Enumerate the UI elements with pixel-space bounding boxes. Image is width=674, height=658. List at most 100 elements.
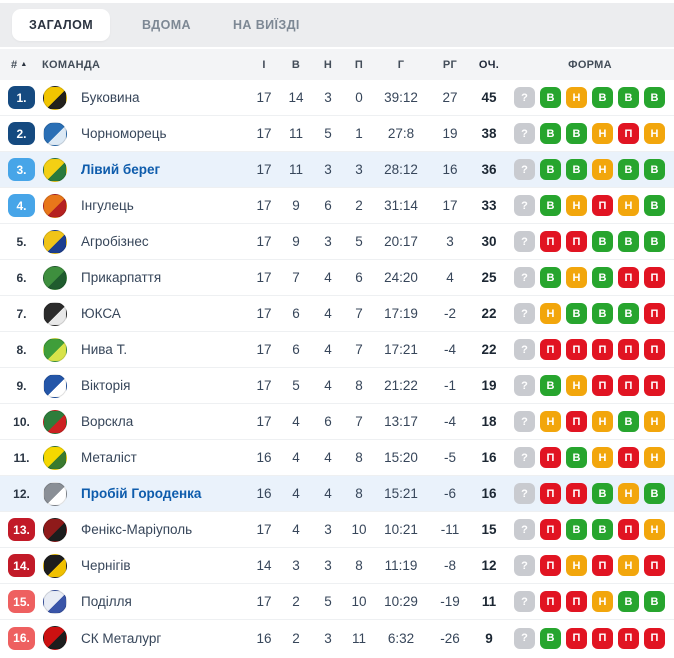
form-result-icon[interactable]: П [540, 591, 561, 612]
form-result-icon[interactable]: П [540, 519, 561, 540]
team-name[interactable]: Фенікс-Маріуполь [81, 522, 193, 537]
form-result-icon[interactable]: Н [592, 411, 613, 432]
form-upcoming-icon[interactable]: ? [514, 303, 535, 324]
form-result-icon[interactable]: Н [644, 447, 665, 468]
form-result-icon[interactable]: Н [644, 123, 665, 144]
table-row[interactable]: 14. Чернігів 14 3 3 8 11:19 -8 12? П Н П Н П [0, 548, 674, 584]
table-row[interactable]: 16. СК Металург 16 2 3 11 6:32 -26 9? В П П П П [0, 620, 674, 656]
form-result-icon[interactable]: В [540, 87, 561, 108]
form-upcoming-icon[interactable]: ? [514, 555, 535, 576]
form-result-icon[interactable]: П [566, 591, 587, 612]
form-result-icon[interactable]: Н [592, 159, 613, 180]
table-row[interactable]: 6. Прикарпаття 17 7 4 6 24:20 4 25? В Н В П П [0, 260, 674, 296]
table-row[interactable]: 15. Поділля 17 2 5 10 10:29 -19 11? П П Н В В [0, 584, 674, 620]
form-upcoming-icon[interactable]: ? [514, 87, 535, 108]
form-result-icon[interactable]: В [592, 303, 613, 324]
header-goal-diff[interactable]: РГ [442, 58, 458, 71]
form-result-icon[interactable]: Н [540, 411, 561, 432]
form-result-icon[interactable]: П [566, 627, 587, 649]
table-row[interactable]: 4. Інгулець 17 9 6 2 31:14 17 33? В Н П Н В [0, 188, 674, 224]
form-upcoming-icon[interactable]: ? [514, 411, 535, 432]
form-result-icon[interactable]: П [618, 123, 639, 144]
form-result-icon[interactable]: Н [540, 303, 561, 324]
team-name[interactable]: Прикарпаття [81, 270, 162, 285]
form-result-icon[interactable]: В [566, 447, 587, 468]
team-name[interactable]: Інгулець [81, 198, 134, 213]
table-row[interactable]: 13. Фенікс-Маріуполь 17 4 3 10 10:21 -11 15? П В В П… [0, 512, 674, 548]
form-result-icon[interactable]: П [644, 339, 665, 360]
form-upcoming-icon[interactable]: ? [514, 195, 535, 216]
table-row[interactable]: 1. Буковина 17 14 3 0 39:12 27 45? В Н В В В [0, 80, 674, 116]
form-result-icon[interactable]: П [618, 627, 639, 649]
team-name[interactable]: Агробізнес [81, 234, 149, 249]
form-result-icon[interactable]: П [566, 483, 587, 504]
form-result-icon[interactable]: В [618, 87, 639, 108]
table-row[interactable]: 3. Лівий берег 17 11 3 3 28:12 16 36? В В Н В В [0, 152, 674, 188]
form-upcoming-icon[interactable]: ? [514, 519, 535, 540]
form-result-icon[interactable]: П [618, 267, 639, 288]
form-result-icon[interactable]: В [540, 627, 561, 649]
header-lost[interactable]: П [354, 58, 364, 71]
form-result-icon[interactable]: В [644, 159, 665, 180]
form-result-icon[interactable]: В [566, 159, 587, 180]
header-team[interactable]: КОМАНДА [42, 58, 101, 71]
header-goals[interactable]: Г [397, 58, 405, 71]
form-result-icon[interactable]: Н [592, 591, 613, 612]
table-row[interactable]: 8. Нива Т. 17 6 4 7 17:21 -4 22? П П П П П [0, 332, 674, 368]
form-result-icon[interactable]: В [618, 303, 639, 324]
form-result-icon[interactable]: П [540, 447, 561, 468]
header-won[interactable]: В [291, 58, 301, 71]
form-result-icon[interactable]: В [592, 87, 613, 108]
team-name[interactable]: Буковина [81, 90, 140, 105]
form-result-icon[interactable]: В [644, 87, 665, 108]
form-upcoming-icon[interactable]: ? [514, 159, 535, 180]
header-points[interactable]: ОЧ. [478, 58, 500, 71]
form-result-icon[interactable]: П [618, 519, 639, 540]
form-upcoming-icon[interactable]: ? [514, 591, 535, 612]
form-result-icon[interactable]: В [592, 519, 613, 540]
form-upcoming-icon[interactable]: ? [514, 267, 535, 288]
form-result-icon[interactable]: Н [566, 375, 587, 396]
form-result-icon[interactable]: В [540, 375, 561, 396]
team-name[interactable]: Вікторія [81, 378, 131, 393]
form-result-icon[interactable]: Н [566, 87, 587, 108]
form-upcoming-icon[interactable]: ? [514, 447, 535, 468]
team-name[interactable]: ЮКСА [81, 306, 121, 321]
form-result-icon[interactable]: В [618, 159, 639, 180]
form-upcoming-icon[interactable]: ? [514, 339, 535, 360]
form-result-icon[interactable]: П [566, 231, 587, 252]
table-row[interactable]: 7. ЮКСА 17 6 4 7 17:19 -2 22? Н В В В П [0, 296, 674, 332]
team-name[interactable]: Металіст [81, 450, 137, 465]
form-result-icon[interactable]: Н [618, 555, 639, 576]
tab-overall[interactable]: ЗАГАЛОМ [12, 9, 111, 41]
form-result-icon[interactable]: Н [618, 483, 639, 504]
team-name[interactable]: Чернігів [81, 558, 131, 573]
form-result-icon[interactable]: П [644, 555, 665, 576]
tab-away[interactable]: НА ВИЇЗДІ [232, 18, 300, 32]
form-result-icon[interactable]: Н [566, 555, 587, 576]
team-name[interactable]: Чорноморець [81, 126, 167, 141]
form-result-icon[interactable]: П [644, 627, 665, 649]
form-result-icon[interactable]: Н [566, 267, 587, 288]
form-result-icon[interactable]: П [566, 411, 587, 432]
form-result-icon[interactable]: В [566, 303, 587, 324]
form-result-icon[interactable]: П [618, 375, 639, 396]
form-result-icon[interactable]: В [540, 195, 561, 216]
form-result-icon[interactable]: П [540, 555, 561, 576]
form-result-icon[interactable]: П [566, 339, 587, 360]
form-result-icon[interactable]: П [592, 627, 613, 649]
form-result-icon[interactable]: Н [644, 411, 665, 432]
form-result-icon[interactable]: В [618, 231, 639, 252]
form-result-icon[interactable]: Н [566, 195, 587, 216]
form-upcoming-icon[interactable]: ? [514, 375, 535, 396]
form-result-icon[interactable]: П [592, 555, 613, 576]
form-result-icon[interactable]: В [566, 123, 587, 144]
table-row[interactable]: 11. Металіст 16 4 4 8 15:20 -5 16? П В Н П Н [0, 440, 674, 476]
header-drawn[interactable]: Н [323, 58, 333, 71]
form-result-icon[interactable]: В [540, 159, 561, 180]
form-result-icon[interactable]: П [644, 303, 665, 324]
team-name[interactable]: Ворскла [81, 414, 134, 429]
form-result-icon[interactable]: В [618, 411, 639, 432]
team-name[interactable]: Нива Т. [81, 342, 128, 357]
form-result-icon[interactable]: П [540, 483, 561, 504]
